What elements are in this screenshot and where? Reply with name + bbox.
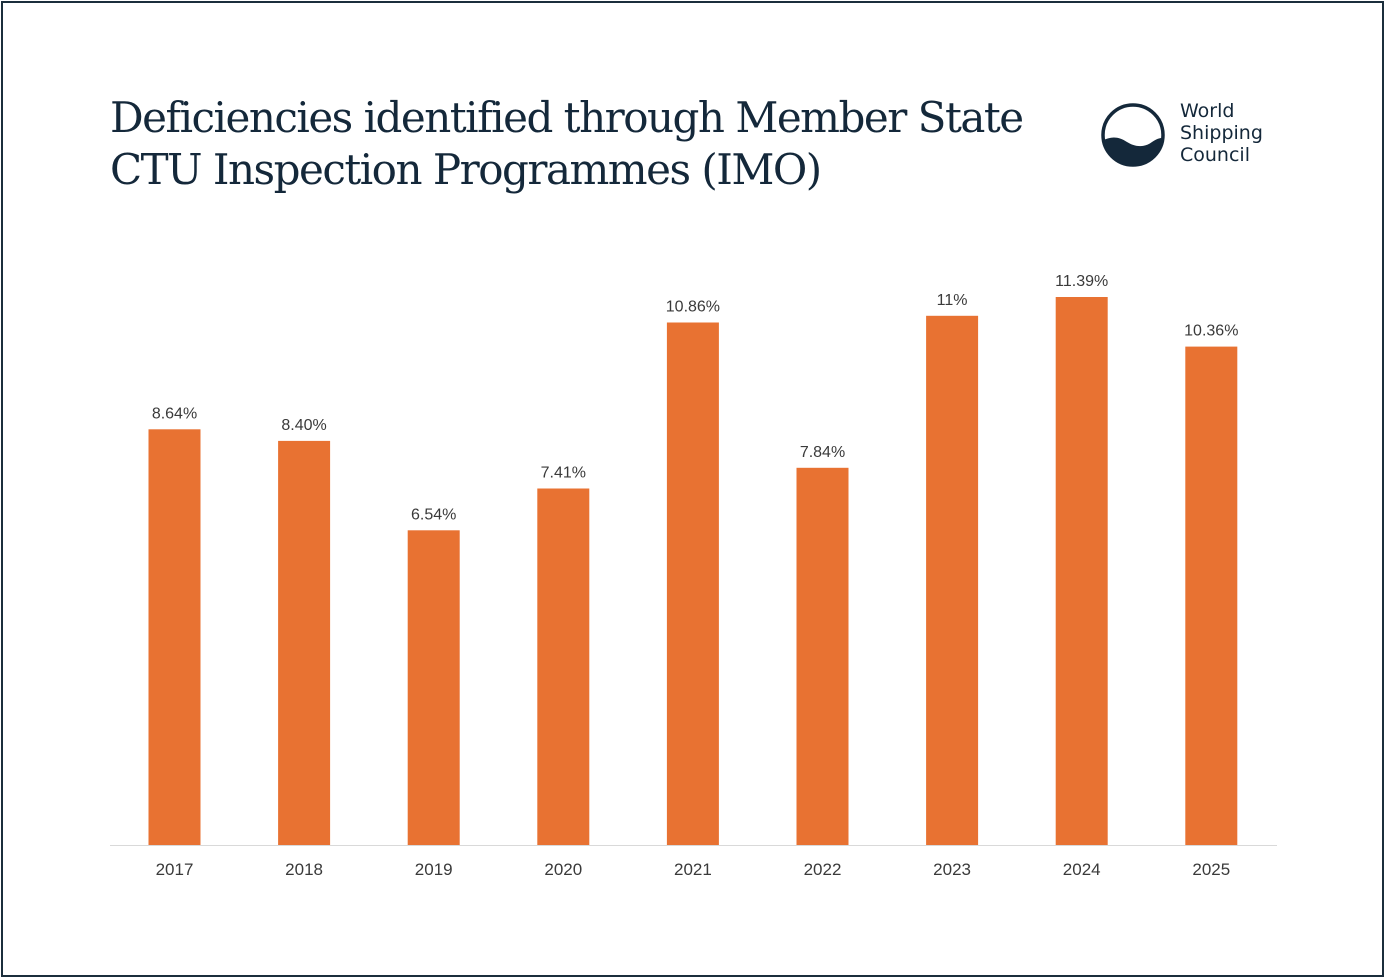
x-tick-label-2021: 2021 xyxy=(674,860,712,879)
bar-2023 xyxy=(926,315,979,845)
data-label-2025: 10.36% xyxy=(1184,323,1238,340)
data-label-2022: 7.84% xyxy=(800,444,845,461)
data-label-2024: 11.39% xyxy=(1055,273,1108,290)
x-tick-label-group: 2017 2018 2019 2020 2021 2022 2023 2024 2025 xyxy=(156,860,1231,879)
data-label-2019: 6.54% xyxy=(411,506,456,523)
x-tick-label-2019: 2019 xyxy=(415,860,453,879)
data-label-2018: 8.40% xyxy=(281,417,326,434)
data-label-2021: 10.86% xyxy=(666,299,720,316)
data-label-group: 8.64% 8.40% 6.54% 7.41% 10.86% 7.84% 11% 11.39%… xyxy=(152,273,1239,523)
bar-series xyxy=(148,297,1238,845)
bar-2024 xyxy=(1055,297,1108,845)
x-tick-label-2022: 2022 xyxy=(804,860,842,879)
x-tick-label-2018: 2018 xyxy=(285,860,323,879)
data-label-2020: 7.41% xyxy=(541,465,586,482)
bar-2018 xyxy=(278,440,331,845)
logo-text-line-1: World xyxy=(1180,100,1235,122)
data-label-2023: 11% xyxy=(937,292,968,309)
data-label-2017: 8.64% xyxy=(152,405,197,422)
bar-2017 xyxy=(148,429,201,845)
chart-title-line-2: CTU Inspection Programmes (IMO) xyxy=(110,145,822,194)
x-tick-label-2025: 2025 xyxy=(1192,860,1230,879)
bar-2021 xyxy=(666,322,719,845)
world-shipping-council-logo-icon xyxy=(1101,103,1165,167)
bar-2025 xyxy=(1185,346,1238,845)
logo-text-line-2: Shipping xyxy=(1180,122,1263,144)
logo-wordmark: World Shipping Council xyxy=(1180,100,1263,166)
x-tick-label-2020: 2020 xyxy=(544,860,582,879)
chart-title-line-1: Deficiencies identified through Member S… xyxy=(110,93,1024,142)
x-tick-label-2024: 2024 xyxy=(1063,860,1101,879)
world-shipping-council-logo: World Shipping Council xyxy=(1100,100,1280,172)
chart-title: Deficiencies identified through Member S… xyxy=(110,92,1024,196)
bar-2020 xyxy=(537,488,590,845)
bar-2019 xyxy=(407,530,460,845)
logo-text-line-3: Council xyxy=(1180,144,1250,166)
x-tick-label-2017: 2017 xyxy=(156,860,194,879)
bar-2022 xyxy=(796,467,849,845)
x-tick-label-2023: 2023 xyxy=(933,860,971,879)
